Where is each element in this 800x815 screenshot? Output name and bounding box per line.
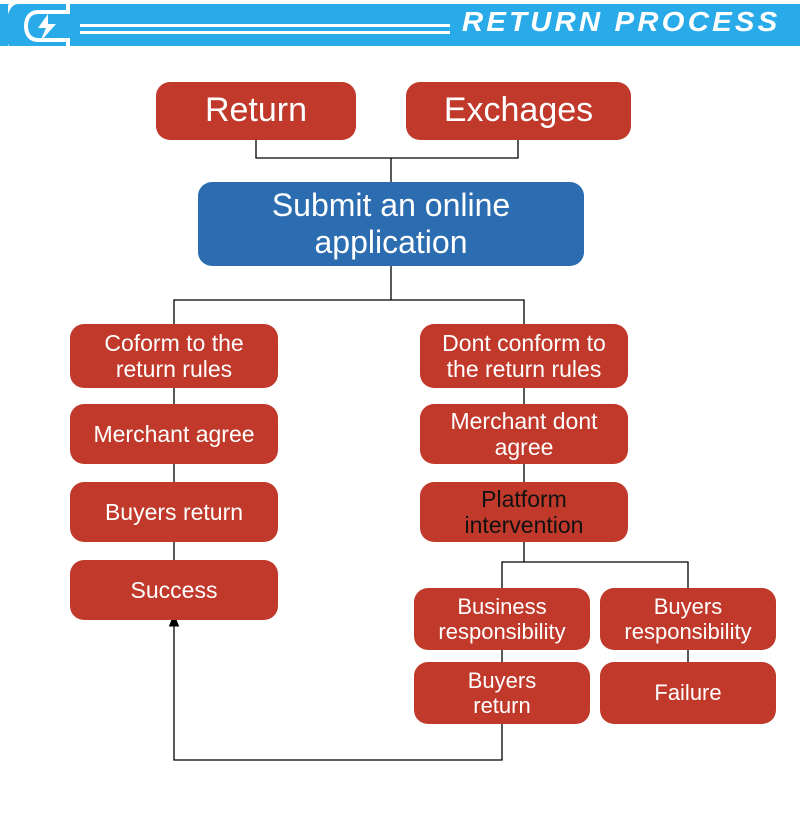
- node-exchanges: Exchages: [406, 82, 631, 140]
- node-submit: Submit an onlineapplication: [198, 182, 584, 266]
- header-rule-bottom: [80, 31, 450, 34]
- node-conform: Coform to thereturn rules: [70, 324, 278, 388]
- node-bus_resp: Businessresponsibility: [414, 588, 590, 650]
- node-merch_dont: Merchant dontagree: [420, 404, 628, 464]
- header-rule-top: [80, 24, 450, 27]
- node-success: Success: [70, 560, 278, 620]
- diagram-canvas: RETURN PROCESS Return Exchages Submit an o…: [0, 0, 800, 815]
- page-title: RETURN PROCESS: [461, 6, 780, 38]
- node-platform: Platformintervention: [420, 482, 628, 542]
- node-return: Return: [156, 82, 356, 140]
- node-buyers_return1: Buyers return: [70, 482, 278, 542]
- node-nonconform: Dont conform tothe return rules: [420, 324, 628, 388]
- node-buyers_return2: Buyersreturn: [414, 662, 590, 724]
- node-buy_resp: Buyersresponsibility: [600, 588, 776, 650]
- header-bar: RETURN PROCESS: [0, 4, 800, 46]
- node-failure: Failure: [600, 662, 776, 724]
- bolt-icon: [8, 4, 78, 54]
- node-merch_agree: Merchant agree: [70, 404, 278, 464]
